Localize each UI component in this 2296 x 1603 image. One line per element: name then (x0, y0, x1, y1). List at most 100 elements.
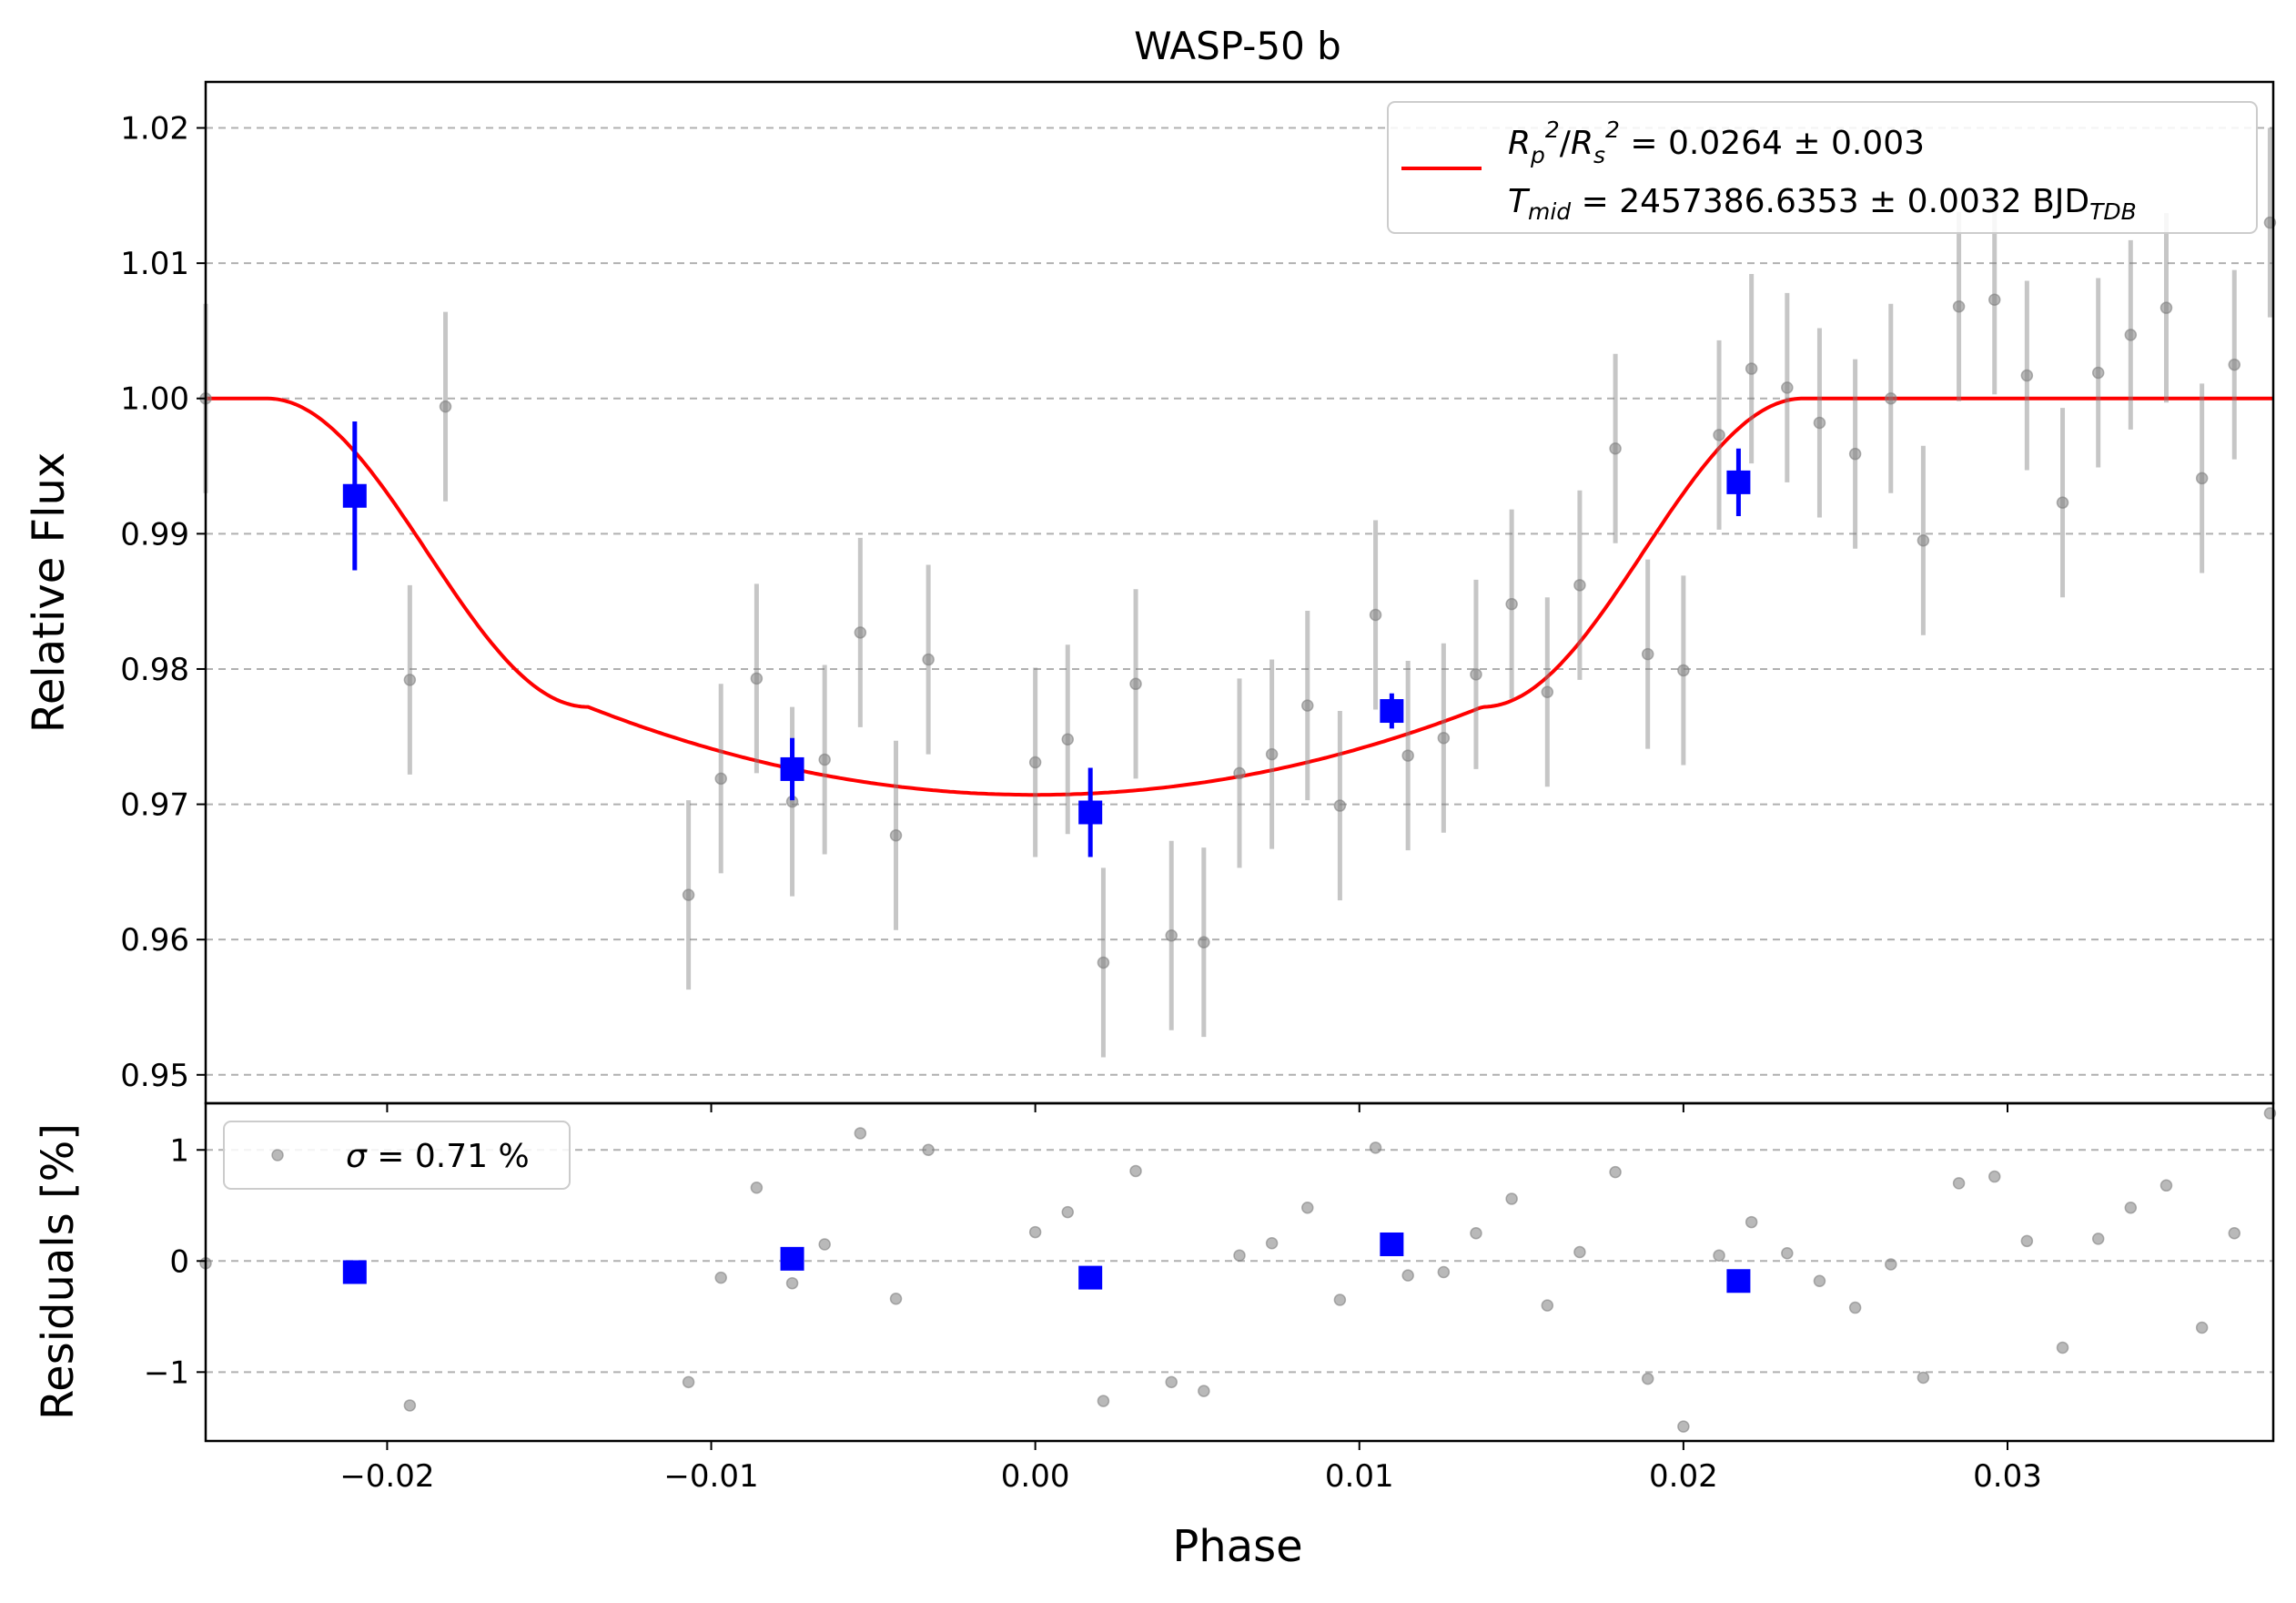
residual-point (1713, 1249, 1725, 1262)
residual-point (2124, 1201, 2138, 1214)
residual-point (682, 1375, 695, 1389)
data-point (854, 626, 867, 639)
residual-binned-point (1726, 1269, 1751, 1294)
data-point (922, 653, 935, 666)
legend-depth-symbol: R (1508, 125, 1531, 162)
residual-point (1952, 1177, 1966, 1190)
legend-tmid-entry: Tmid = 2457386.6353 ± 0.0032 BJDTDB (1508, 183, 2137, 225)
bottom-legend-box (223, 1121, 571, 1190)
residual-point (750, 1182, 764, 1194)
residual-point (1641, 1372, 1654, 1385)
residual-binned-point (342, 1260, 367, 1284)
residual-binned-point (1380, 1232, 1404, 1256)
top-gridlines (206, 127, 2273, 1076)
data-point (1677, 664, 1690, 677)
residual-point (1541, 1299, 1554, 1312)
bottom-panel-frame (204, 1101, 2275, 1443)
residual-binned-points (342, 1232, 1751, 1294)
x-tick-label: 0.03 (1973, 1458, 2042, 1495)
residual-data-points (199, 1107, 2277, 1433)
residual-point (1369, 1141, 1382, 1154)
residual-point (889, 1293, 903, 1305)
residual-binned-point (1078, 1265, 1103, 1290)
top-y-axis-label: Relative Flux (24, 452, 75, 734)
data-point (1713, 429, 1725, 441)
legend-depth-sub-p: p (1530, 142, 1545, 168)
bottom-legend: σ = 0.71 % (223, 1121, 571, 1190)
data-point (1333, 799, 1347, 812)
data-point (682, 888, 695, 901)
residual-point (1505, 1192, 1518, 1205)
data-point (1952, 299, 1966, 313)
bottom-y-axis-label: Residuals [%] (33, 1123, 84, 1420)
data-point (2228, 358, 2241, 371)
data-point (1165, 928, 1178, 942)
legend-sigma-value: = 0.71 % (367, 1138, 530, 1175)
residual-point (1129, 1164, 1142, 1178)
legend-sigma-symbol: σ (346, 1138, 368, 1175)
data-point (2124, 329, 2138, 341)
residual-point (2020, 1234, 2034, 1248)
data-point (1437, 732, 1451, 745)
data-point (818, 753, 831, 766)
binned-point (780, 756, 804, 781)
data-point (1061, 733, 1075, 746)
data-point (1505, 597, 1518, 611)
top-y-tick-label: 0.95 (120, 1058, 189, 1094)
bottom-y-tick-label: −1 (144, 1354, 189, 1391)
data-point (714, 772, 727, 786)
data-point (2091, 366, 2105, 380)
x-tick-label: 0.02 (1649, 1458, 1718, 1495)
residual-point (1988, 1170, 2001, 1183)
bottom-y-tick-label: 1 (169, 1132, 189, 1169)
residual-point (818, 1238, 831, 1251)
data-point (1813, 416, 1826, 430)
legend-sigma-entry: σ = 0.71 % (346, 1138, 530, 1175)
data-point (1885, 391, 1897, 405)
top-binned-points (342, 421, 1751, 857)
residual-point (1198, 1385, 1210, 1397)
binned-point (1380, 699, 1404, 724)
residual-binned-point (780, 1246, 804, 1271)
legend-tmid-sub: mid (1528, 198, 1571, 225)
residual-point (1917, 1371, 1930, 1385)
legend-depth-sup-2: 2 (1605, 117, 1620, 143)
top-legend: Rp2/Rs2 = 0.0264 ± 0.003 Tmid = 2457386.… (1387, 101, 2258, 234)
data-point (1097, 956, 1110, 969)
top-y-tick-label: 1.01 (120, 246, 189, 282)
residual-point (1848, 1301, 1862, 1314)
residual-point (2228, 1227, 2241, 1240)
residual-point (403, 1399, 417, 1412)
data-point (1541, 685, 1554, 698)
top-y-tick-label: 1.02 (120, 111, 189, 147)
data-point (1988, 293, 2001, 307)
legend-depth-entry: Rp2/Rs2 = 0.0264 ± 0.003 (1508, 117, 1925, 168)
data-point (1265, 747, 1279, 761)
binned-point (342, 483, 367, 508)
residual-point (1470, 1227, 1482, 1240)
top-data-points (199, 127, 2277, 1058)
data-point (1781, 381, 1794, 394)
residual-point (1401, 1269, 1414, 1282)
residual-point (1885, 1258, 1897, 1271)
x-tick-label: 0.01 (1325, 1458, 1394, 1495)
data-point (1609, 441, 1622, 455)
data-point (1917, 534, 1930, 547)
data-point (2195, 472, 2209, 485)
residual-point (854, 1127, 867, 1140)
x-tick-label: −0.01 (663, 1458, 758, 1495)
residual-point (1573, 1245, 1586, 1259)
data-point (403, 674, 417, 686)
residual-point (1609, 1165, 1622, 1179)
data-point (889, 829, 903, 842)
x-axis-label: Phase (1172, 1521, 1302, 1572)
data-point (439, 400, 452, 413)
residual-point (785, 1276, 799, 1290)
data-point (2159, 301, 2173, 314)
legend-slash: / (1560, 125, 1572, 162)
data-point (1028, 756, 1042, 769)
data-point (1401, 749, 1414, 762)
legend-tmid-symbol: T (1508, 183, 1531, 220)
